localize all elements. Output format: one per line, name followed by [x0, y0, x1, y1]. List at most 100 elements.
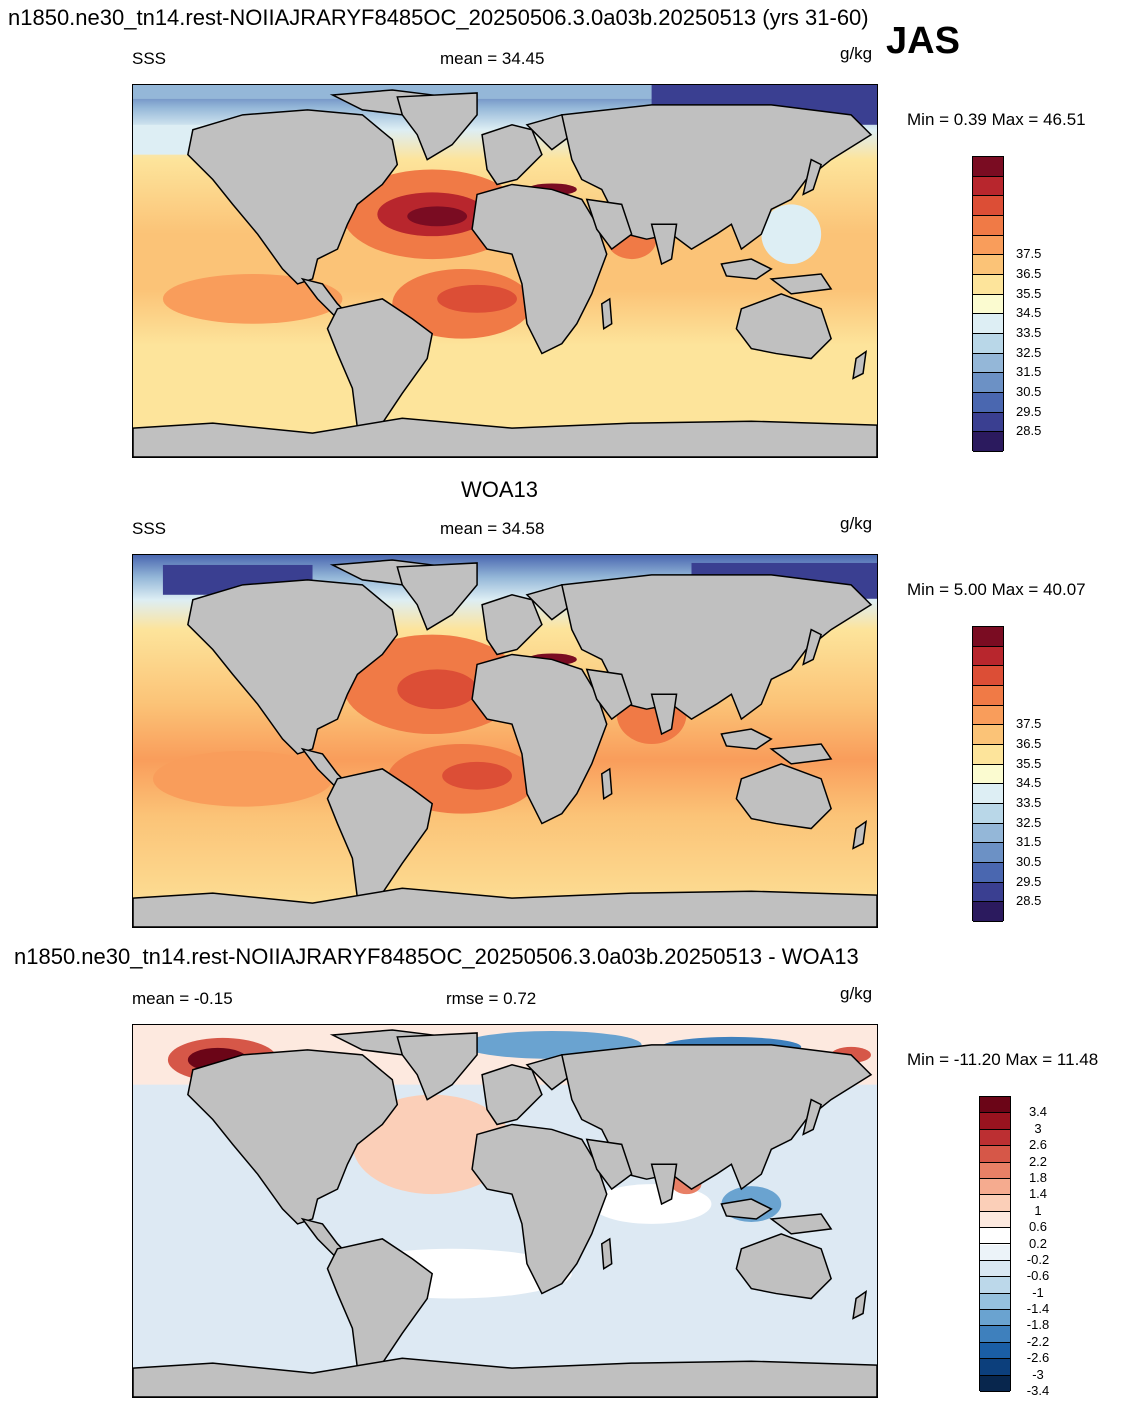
colorbar-swatch	[973, 666, 1003, 686]
colorbar-tick-label: 3.4	[1028, 1104, 1048, 1120]
colorbar-swatch	[973, 314, 1003, 334]
colorbar-swatch	[973, 412, 1003, 433]
colorbar-swatch	[973, 216, 1003, 236]
panel-1-minmax-label: Min = 0.39 Max = 46.51	[907, 110, 1086, 129]
colorbar-swatch	[973, 823, 1003, 844]
colorbar-swatch	[973, 176, 1003, 197]
panel-2-minmax-label: Min = 5.00 Max = 40.07	[907, 580, 1086, 599]
panel-3-map	[132, 1024, 878, 1398]
colorbar-swatch	[973, 784, 1003, 804]
colorbar-swatch	[980, 1195, 1010, 1212]
panel-1-map	[132, 84, 878, 458]
colorbar-tick-label: 3	[1034, 1120, 1042, 1136]
colorbar-swatch	[973, 157, 1003, 177]
colorbar-swatch	[980, 1129, 1010, 1147]
panel-3-rmse-label: rmse = 0.72	[446, 989, 537, 1008]
colorbar-tick-label: 30.5	[1016, 384, 1042, 399]
colorbar-swatch	[973, 393, 1003, 413]
colorbar-tick-label: 31.5	[1016, 364, 1042, 380]
colorbar-tick-label: -0.6	[1026, 1268, 1050, 1284]
panel-1-units-label: g/kg	[840, 44, 873, 63]
colorbar-swatch	[973, 705, 1003, 726]
panel-1-mean-label: mean = 34.45	[440, 49, 545, 68]
colorbar-swatch	[973, 745, 1003, 765]
colorbar-tick-label: 28.5	[1016, 893, 1042, 909]
colorbar-tick-label: 32.5	[1016, 814, 1042, 830]
colorbar-swatch	[980, 1277, 1010, 1294]
colorbar-tick-label: 35.5	[1016, 285, 1042, 301]
colorbar-swatch	[980, 1293, 1010, 1311]
colorbar-tick-label: -1	[1032, 1284, 1044, 1300]
colorbar-tick-label: 34.5	[1016, 305, 1042, 321]
colorbar-swatch	[973, 863, 1003, 883]
colorbar-swatch	[973, 275, 1003, 295]
panel-3-colorbar	[979, 1096, 1011, 1392]
colorbar-tick-label: 28.5	[1016, 423, 1042, 439]
colorbar-swatch	[973, 235, 1003, 256]
season-label: JAS	[886, 20, 960, 62]
colorbar-swatch	[980, 1162, 1010, 1179]
colorbar-tick-label: 36.5	[1016, 266, 1042, 281]
colorbar-tick-label: 31.5	[1016, 834, 1042, 850]
colorbar-swatch	[980, 1244, 1010, 1261]
colorbar-tick-label: 37.5	[1016, 716, 1042, 732]
colorbar-tick-label: -1.8	[1026, 1317, 1050, 1333]
colorbar-tick-label: -0.2	[1026, 1251, 1050, 1267]
colorbar-swatch	[980, 1375, 1010, 1392]
panel-2-units-label: g/kg	[840, 514, 873, 533]
colorbar-tick-label: 30.5	[1016, 854, 1042, 869]
colorbar-swatch	[973, 804, 1003, 824]
colorbar-tick-label: 33.5	[1016, 795, 1042, 810]
colorbar-swatch	[980, 1113, 1010, 1130]
colorbar-swatch	[973, 686, 1003, 706]
colorbar-swatch	[973, 764, 1003, 785]
panel-3-mean-label: mean = -0.15	[132, 989, 233, 1008]
colorbar-tick-label: 0.6	[1028, 1219, 1048, 1235]
colorbar-swatch	[980, 1178, 1010, 1196]
colorbar-swatch	[973, 373, 1003, 393]
panel-3-minmax-label: Min = -11.20 Max = 11.48	[907, 1050, 1099, 1069]
colorbar-tick-label: 2.6	[1028, 1137, 1048, 1153]
panel-3-title: n1850.ne30_tn14.rest-NOIIAJRARYF8485OC_2…	[14, 944, 859, 969]
colorbar-swatch	[980, 1228, 1010, 1245]
colorbar-swatch	[973, 843, 1003, 863]
colorbar-tick-label: 35.5	[1016, 755, 1042, 771]
colorbar-tick-label: 34.5	[1016, 775, 1042, 791]
colorbar-tick-label: 1.4	[1028, 1186, 1048, 1202]
panel-3-units-label: g/kg	[840, 984, 873, 1003]
colorbar-swatch	[980, 1097, 1010, 1114]
colorbar-swatch	[980, 1260, 1010, 1278]
colorbar-tick-label: 2.2	[1028, 1153, 1048, 1169]
colorbar-swatch	[973, 334, 1003, 354]
panel-2-map	[132, 554, 878, 928]
colorbar-swatch	[973, 294, 1003, 315]
colorbar-tick-label: 29.5	[1016, 403, 1042, 419]
colorbar-tick-label: 0.2	[1028, 1235, 1048, 1251]
colorbar-swatch	[980, 1359, 1010, 1376]
colorbar-tick-label: 33.5	[1016, 325, 1042, 340]
colorbar-tick-label: 37.5	[1016, 246, 1042, 262]
colorbar-swatch	[973, 902, 1003, 922]
panel-2-colorbar	[972, 626, 1004, 922]
colorbar-swatch	[973, 627, 1003, 647]
colorbar-swatch	[980, 1211, 1010, 1229]
colorbar-swatch	[973, 353, 1003, 374]
panel-1-variable-label: SSS	[132, 49, 167, 68]
colorbar-tick-label: -3.4	[1026, 1383, 1050, 1398]
colorbar-tick-label: -1.4	[1026, 1301, 1050, 1317]
colorbar-swatch	[980, 1326, 1010, 1343]
colorbar-tick-label: 36.5	[1016, 736, 1042, 751]
colorbar-tick-label: -2.2	[1026, 1333, 1050, 1349]
colorbar-swatch	[973, 646, 1003, 667]
colorbar-swatch	[973, 255, 1003, 275]
colorbar-tick-label: 1	[1034, 1202, 1042, 1218]
colorbar-tick-label: -3	[1032, 1366, 1044, 1382]
panel-1-colorbar	[972, 156, 1004, 452]
panel-1-title: n1850.ne30_tn14.rest-NOIIAJRARYF8485OC_2…	[8, 5, 869, 30]
colorbar-tick-label: 32.5	[1016, 344, 1042, 360]
colorbar-tick-label: 1.8	[1028, 1169, 1048, 1185]
colorbar-swatch	[980, 1310, 1010, 1327]
colorbar-swatch	[980, 1342, 1010, 1360]
colorbar-swatch	[973, 196, 1003, 216]
colorbar-swatch	[980, 1146, 1010, 1163]
